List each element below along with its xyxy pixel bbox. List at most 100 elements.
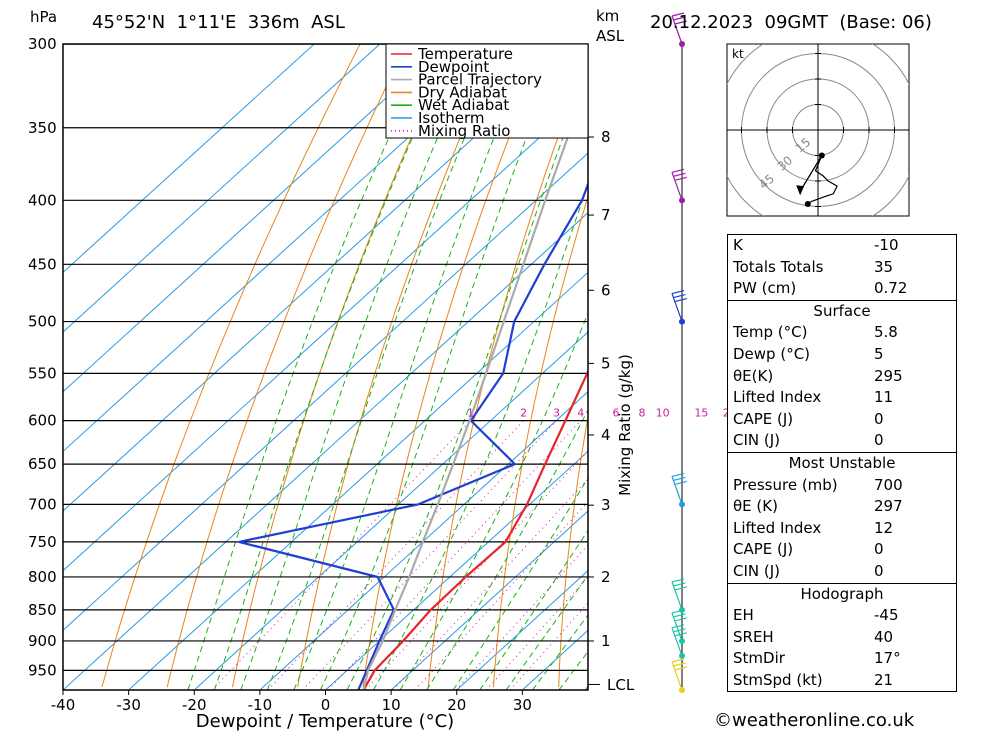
wind-barb-shaft	[671, 15, 683, 45]
mu-row: Lifted Index 12	[733, 518, 894, 537]
wet-adiabat-line	[187, 44, 433, 690]
wet-adiabat-line	[532, 614, 588, 690]
wind-barb-icon	[671, 472, 687, 505]
isotherm-line	[63, 212, 588, 690]
mixing-ratio-label: 4	[577, 407, 584, 420]
wet-adiabat-line	[346, 69, 588, 690]
mixing-ratio-line	[302, 420, 557, 690]
pressure-tick-label: 400	[28, 191, 57, 209]
wind-barb-icon	[671, 168, 687, 201]
wind-profile	[671, 12, 687, 693]
x-axis-title: Dewpoint / Temperature (°C)	[196, 711, 454, 732]
wind-barb-flag	[673, 293, 686, 299]
wind-barb-flag	[671, 168, 685, 173]
pressure-unit-label: hPa	[30, 8, 57, 26]
isotherm-line	[456, 570, 588, 690]
wind-barb-flag	[671, 472, 685, 477]
surface-section: Surface Temp (°C) 5.8 Dewp (°C) 5 θE(K) 295…	[728, 299, 956, 452]
wind-barb-flag	[674, 297, 687, 303]
x-tick-label: 20	[447, 696, 466, 714]
wet-adiabat-line	[399, 311, 588, 690]
wind-barb-icon	[671, 289, 687, 322]
mixing-ratio-labels: 12346810152025	[467, 407, 759, 420]
copyright-link[interactable]: ©weatheronline.co.uk	[714, 710, 915, 731]
pressure-tick-label: 350	[28, 119, 57, 137]
hodo-row: EH -45	[733, 606, 899, 625]
x-tick-label: -20	[182, 696, 207, 714]
isotherm-line	[128, 271, 588, 690]
pressure-tick-label: 700	[28, 495, 57, 513]
wind-barb-flag	[671, 609, 685, 614]
wind-barb-flag	[671, 658, 685, 663]
wind-barb-flag	[673, 172, 686, 177]
x-tick-label: 0	[321, 696, 331, 714]
mixing-ratio-label: 6	[613, 407, 620, 420]
mixing-ratio-label: 2	[520, 407, 527, 420]
wind-barb-icon	[671, 624, 687, 657]
isotherm-line	[63, 152, 588, 632]
hodograph-trace	[807, 155, 838, 205]
wind-barb-shaft	[671, 293, 683, 322]
surface-row: Dewp (°C) 5	[733, 344, 884, 363]
legend-label: Mixing Ratio	[418, 122, 510, 140]
dry-adiabat-line	[558, 414, 588, 688]
wet-adiabat-line	[266, 44, 505, 690]
plot-frame	[62, 43, 589, 691]
series-parcel-trajectory	[362, 82, 588, 690]
surface-row: CAPE (J) 0	[733, 409, 884, 428]
wind-barb-flag	[673, 476, 686, 481]
wind-barb-flag	[674, 176, 687, 181]
mixing-ratio-label: 3	[553, 407, 560, 420]
dry-adiabat-line	[297, 44, 501, 688]
km-tick-label: 3	[601, 496, 611, 514]
isotherm-line	[63, 44, 381, 333]
surface-title: Surface	[813, 301, 871, 320]
hodo-row: StmDir 17°	[733, 649, 901, 668]
lcl-label: LCL	[607, 676, 635, 694]
isotherm-line	[193, 331, 588, 690]
mixing-ratio-axis-title: Mixing Ratio (g/kg)	[616, 354, 634, 496]
dry-adiabat-line	[362, 44, 547, 688]
mu-row: CAPE (J) 0	[733, 540, 884, 559]
legend-label: Parcel Trajectory	[418, 71, 542, 89]
wet-adiabat-line	[479, 529, 588, 690]
surface-row: Lifted Index 11	[733, 388, 894, 407]
axis-labels: 3003504004505005506006507007508008509009…	[28, 35, 532, 714]
mixing-ratio-label: 15	[694, 407, 708, 420]
index-row-pw: PW (cm) 0.72	[733, 279, 908, 298]
mixing-ratio-label: 8	[638, 407, 645, 420]
pressure-tick-label: 500	[28, 313, 57, 331]
indices-table: K -10 Totals Totals 35 PW (cm) 0.72 Surface…	[727, 234, 957, 693]
indices-top-section: K -10 Totals Totals 35 PW (cm) 0.72	[728, 235, 956, 300]
mixing-ratio-line	[455, 544, 588, 690]
mixing-ratio-label: 10	[656, 407, 670, 420]
wind-barb-flag	[671, 289, 685, 295]
isotherm-line	[63, 44, 315, 274]
x-tick-label: -30	[116, 696, 141, 714]
wind-barb-flag	[674, 586, 687, 591]
legend-label: Isotherm	[418, 109, 485, 127]
km-tick-label: 4	[601, 426, 611, 444]
mixing-ratio-line	[414, 501, 588, 690]
surface-row: Temp (°C) 5.8	[733, 323, 898, 342]
most-unstable-section: Most Unstable Pressure (mb) 700 θE (K) 297…	[728, 451, 956, 583]
mu-row: Pressure (mb) 700	[733, 475, 903, 494]
mixing-ratio-line	[485, 576, 588, 690]
mixing-ratio-label: 1	[467, 407, 474, 420]
location-title: 45°52'N 1°11'E 336m ASL	[92, 12, 345, 33]
pressure-tick-label: 800	[28, 568, 57, 586]
wind-barb-icon	[671, 12, 687, 45]
wet-adiabat-line	[452, 476, 588, 690]
km-tick-label: 7	[601, 206, 611, 224]
dry-adiabat-line	[166, 44, 408, 688]
wind-barb-flag	[671, 624, 685, 629]
pressure-tick-label: 300	[28, 35, 57, 53]
storm-motion-line	[799, 155, 823, 192]
wind-barb-flag	[673, 16, 686, 21]
wet-adiabat-line	[426, 408, 588, 690]
datetime-title: 20.12.2023 09GMT (Base: 06)	[650, 12, 932, 33]
dry-adiabat-line	[983, 44, 1000, 687]
x-tick-label: -10	[248, 696, 273, 714]
